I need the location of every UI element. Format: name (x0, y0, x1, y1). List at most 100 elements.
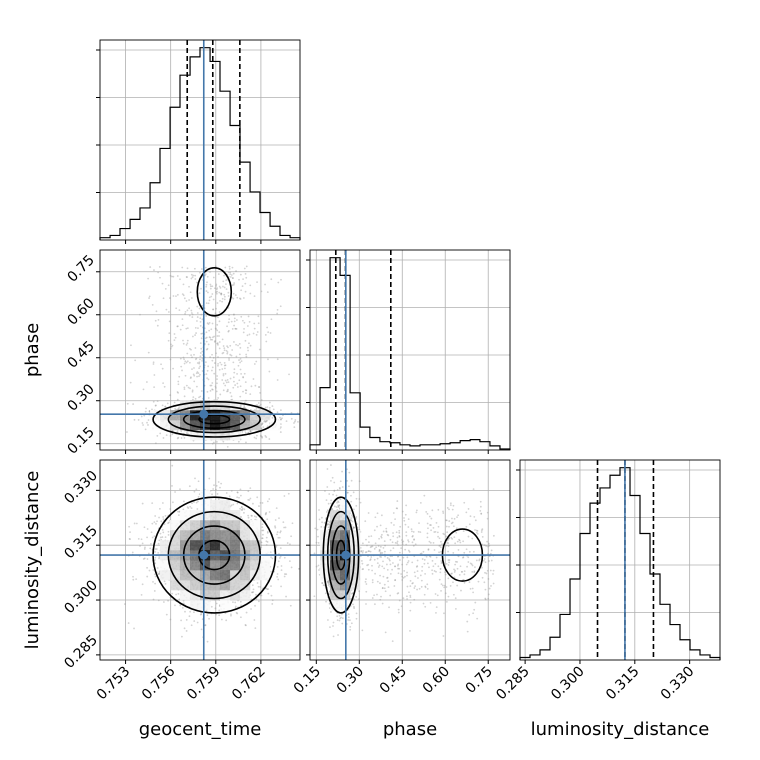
density-cell (220, 420, 231, 431)
density-cell (190, 430, 201, 441)
sample-point (190, 624, 193, 627)
sample-point (216, 287, 219, 290)
sample-point (209, 384, 212, 387)
sample-point (153, 386, 156, 389)
sample-point (259, 434, 262, 437)
sample-point (180, 430, 183, 433)
sample-point (151, 408, 153, 411)
sample-point (239, 357, 242, 360)
sample-point (261, 423, 264, 425)
sample-point (211, 369, 213, 372)
sample-point (248, 342, 250, 345)
sample-point (158, 557, 160, 560)
sample-point (265, 536, 268, 539)
sample-point (218, 335, 220, 337)
density-cell (190, 410, 201, 421)
sample-point (157, 599, 160, 602)
sample-point (234, 327, 237, 330)
sample-point (215, 390, 218, 393)
sample-point (206, 369, 209, 372)
sample-point (212, 336, 214, 339)
sample-point (139, 545, 141, 547)
sample-point (154, 515, 157, 517)
sample-point (209, 336, 212, 339)
sample-point (196, 312, 199, 314)
sample-point (146, 421, 148, 424)
sample-point (142, 558, 145, 560)
sample-point (206, 281, 208, 284)
sample-point (249, 487, 252, 490)
sample-point (191, 368, 193, 371)
sample-point (244, 290, 247, 293)
sample-point (235, 270, 237, 272)
sample-point (209, 271, 211, 273)
sample-point (219, 286, 222, 289)
density-cell (210, 430, 221, 441)
sample-point (256, 404, 258, 406)
sample-point (145, 407, 147, 410)
sample-point (199, 324, 202, 327)
sample-point (224, 364, 227, 367)
sample-point (248, 333, 251, 336)
sample-point (246, 325, 249, 327)
sample-point (218, 311, 221, 313)
sample-point (163, 580, 166, 583)
sample-point (261, 533, 264, 536)
sample-point (276, 358, 279, 361)
sample-point (152, 400, 155, 403)
sample-point (261, 529, 264, 532)
sample-point (184, 374, 187, 377)
sample-point (227, 271, 230, 274)
sample-point (280, 418, 282, 421)
sample-point (241, 430, 244, 433)
sample-point (285, 573, 288, 576)
sample-point (205, 340, 208, 343)
sample-point (215, 292, 218, 295)
sample-point (161, 528, 164, 531)
sample-point (167, 284, 170, 287)
sample-point (291, 522, 294, 525)
sample-point (156, 520, 158, 523)
sample-point (207, 397, 210, 399)
sample-point (190, 348, 192, 351)
sample-point (236, 373, 238, 375)
sample-point (207, 323, 210, 326)
sample-point (223, 298, 226, 301)
sample-point (226, 390, 228, 393)
sample-point (189, 610, 192, 613)
sample-point (235, 343, 237, 346)
sample-point (268, 401, 271, 404)
sample-point (195, 372, 198, 375)
sample-point (250, 608, 252, 610)
sample-point (232, 376, 235, 379)
sample-point (249, 497, 252, 500)
sample-point (182, 508, 185, 511)
sample-point (304, 421, 306, 423)
sample-point (239, 273, 242, 276)
sample-point (216, 382, 218, 385)
sample-point (245, 355, 248, 358)
sample-point (255, 407, 258, 410)
sample-point (241, 285, 244, 288)
sample-point (162, 382, 164, 385)
sample-point (208, 296, 211, 299)
sample-point (159, 276, 161, 279)
sample-point (154, 548, 157, 550)
sample-point (233, 320, 236, 323)
sample-point (218, 614, 221, 617)
sample-point (242, 297, 245, 299)
sample-point (197, 480, 200, 483)
sample-point (164, 582, 167, 585)
sample-point (196, 621, 199, 624)
sample-point (190, 273, 193, 276)
sample-point (186, 267, 189, 270)
sample-point (243, 327, 245, 330)
sample-point (167, 339, 170, 342)
sample-point (247, 498, 250, 501)
sample-point (270, 318, 273, 321)
sample-point (151, 502, 154, 505)
sample-point (274, 519, 277, 521)
sample-point (231, 349, 234, 351)
sample-point (293, 426, 296, 429)
sample-point (279, 305, 282, 308)
